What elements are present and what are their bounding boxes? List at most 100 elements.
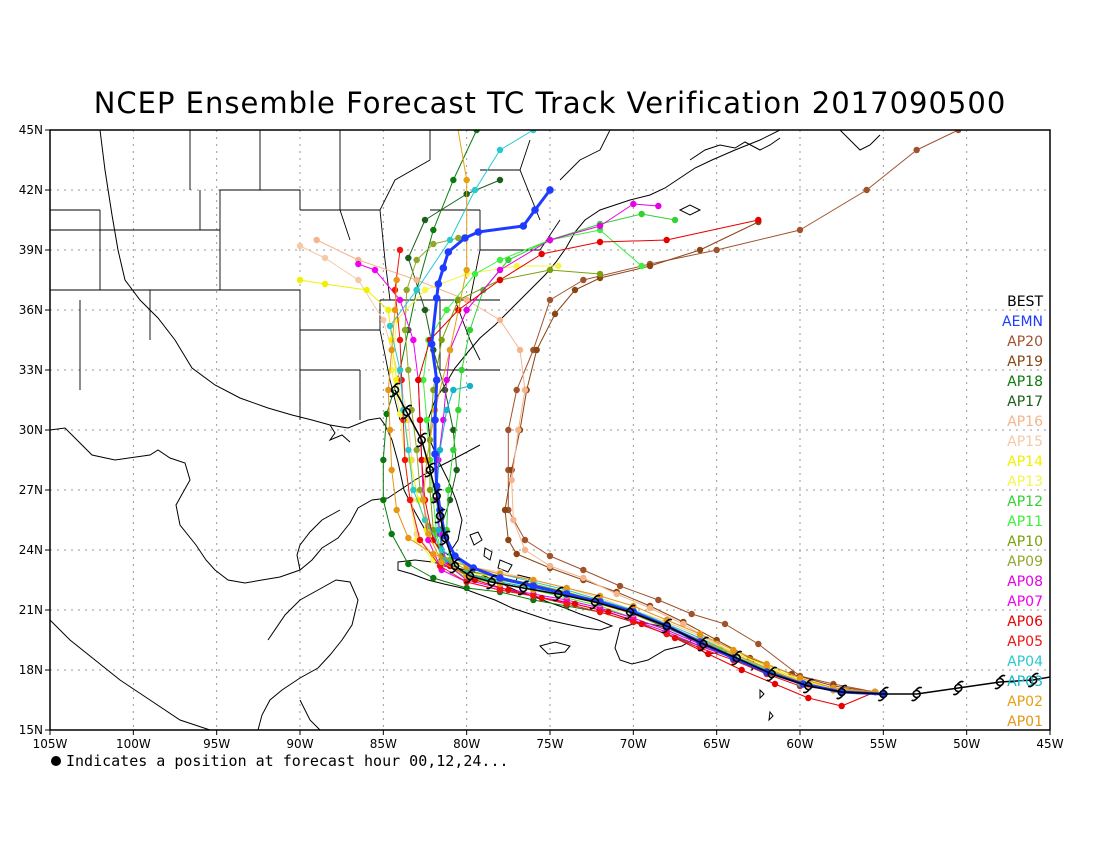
track-position-point (385, 386, 392, 394)
y-tick-label: 15N (19, 723, 43, 737)
track-position-point (398, 376, 405, 384)
track-position-point (406, 496, 414, 504)
track-position-point (321, 280, 329, 288)
track-position-point (458, 366, 465, 374)
track-position-point (436, 446, 444, 454)
track-line (436, 385, 876, 693)
track-position-point (444, 248, 453, 256)
track-position-point (439, 264, 448, 272)
track-position-point (771, 680, 779, 688)
track-position-point (446, 236, 454, 244)
track-position-point (438, 558, 445, 566)
track-line (422, 229, 876, 693)
track-position-point (546, 562, 554, 570)
track-position-point (530, 130, 537, 134)
track-position-point (386, 426, 394, 434)
track-position-point (416, 416, 424, 424)
track-position-point (393, 376, 400, 384)
track-position-point (380, 496, 387, 504)
track-position-point (388, 346, 395, 354)
track-position-point (863, 186, 870, 194)
track-position-point (663, 236, 670, 244)
track-position-point (551, 310, 559, 318)
track-position-point (513, 262, 520, 270)
track-position-point (463, 176, 470, 184)
track-position-point (443, 376, 450, 384)
x-tick-label: 70W (620, 737, 647, 751)
track-position-point (450, 426, 457, 434)
track-position-point (613, 590, 620, 598)
legend-item-best: BEST (1007, 294, 1043, 310)
track-position-point (396, 366, 404, 374)
track-position-point (321, 254, 329, 262)
track-line (417, 219, 876, 707)
track-position-point (455, 406, 462, 414)
x-tick-label: 55W (870, 737, 897, 751)
track-position-point (446, 346, 454, 354)
track-position-point (435, 526, 442, 534)
track-position-point (405, 366, 412, 374)
track-position-point (646, 262, 654, 270)
track-position-point (616, 582, 624, 590)
track-position-point (438, 546, 445, 554)
y-tick-label: 21N (19, 603, 43, 617)
x-tick-label: 45W (1036, 737, 1063, 751)
track-position-point (521, 386, 529, 394)
track-position-point (466, 326, 474, 334)
track-position-point (671, 216, 679, 224)
track-position-point (418, 456, 425, 464)
track-ap16 (313, 236, 879, 696)
hurricane-symbol-icon (1062, 667, 1072, 680)
track-position-point (430, 556, 437, 564)
track-position-point (546, 296, 554, 304)
track-position-point (455, 234, 462, 242)
track-position-point (513, 550, 520, 558)
legend-item-ap19: AP19 (1007, 354, 1043, 370)
track-position-point (425, 530, 432, 538)
track-position-point (521, 546, 529, 554)
track-line (316, 239, 876, 693)
legend-item-ap10: AP10 (1007, 534, 1043, 550)
track-position-point (391, 286, 399, 294)
track-position-point (496, 586, 504, 594)
track-position-point (415, 376, 422, 384)
track-position-point (755, 640, 762, 648)
track-ap01 (385, 276, 879, 696)
track-position-point (450, 446, 457, 454)
x-tick-label: 80W (453, 737, 480, 751)
track-position-point (463, 584, 470, 592)
track-position-point (496, 276, 504, 284)
x-tick-label: 75W (536, 737, 563, 751)
track-position-point (421, 516, 429, 524)
y-tick-label: 42N (19, 183, 43, 197)
track-position-point (441, 386, 449, 394)
track-position-point (763, 660, 770, 668)
track-line (382, 130, 876, 693)
track-position-point (443, 406, 450, 414)
y-tick-label: 30N (19, 423, 43, 437)
track-position-point (413, 446, 420, 454)
track-position-point (431, 416, 439, 424)
track-position-point (416, 536, 424, 544)
track-position-point (420, 496, 427, 504)
coastline-layer (50, 130, 881, 730)
track-position-point (463, 296, 470, 304)
track-position-point (423, 416, 430, 424)
track-position-point (473, 130, 480, 134)
legend-item-ap07: AP07 (1007, 594, 1043, 610)
track-position-point (563, 600, 570, 608)
track-position-point (496, 316, 504, 324)
ensemble-tracks (296, 130, 1072, 710)
track-position-point (501, 506, 509, 514)
track-ap03 (433, 382, 879, 696)
legend-item-ap09: AP09 (1007, 554, 1043, 570)
legend-item-ap20: AP20 (1007, 334, 1043, 350)
track-ap19 (501, 218, 879, 696)
track-position-point (313, 236, 320, 244)
track-position-point (505, 536, 512, 544)
track-position-point (450, 176, 457, 184)
track-position-point (496, 266, 504, 274)
x-tick-label: 100W (116, 737, 151, 751)
legend-item-ap18: AP18 (1007, 374, 1043, 390)
